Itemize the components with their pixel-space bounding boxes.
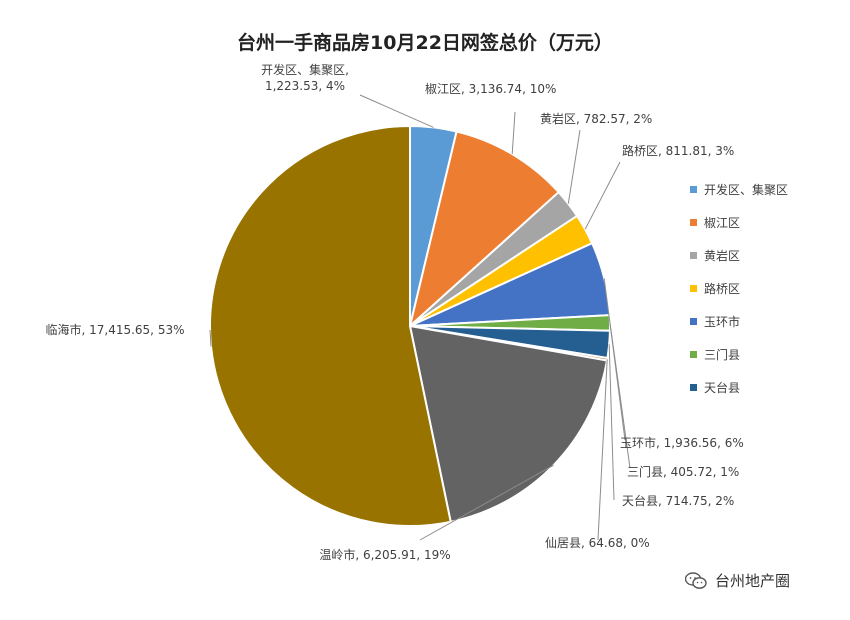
leader-line-3 xyxy=(584,161,621,230)
legend-entry-6: 天台县 xyxy=(690,381,800,395)
legend-label: 天台县 xyxy=(704,381,741,395)
legend-swatch xyxy=(690,252,697,259)
data-label-6: 天台县, 714.75, 2% xyxy=(622,493,734,508)
chart-title: 台州一手商品房10月22日网签总价（万元） xyxy=(237,32,613,54)
legend-label: 路桥区 xyxy=(704,282,741,296)
pie-slice-1 xyxy=(408,130,561,329)
legend: 开发区、集聚区 椒江区黄岩区路桥区玉环市三门县天台县 xyxy=(690,183,800,414)
leader-line-1 xyxy=(511,111,516,155)
pie-slices xyxy=(209,124,611,527)
leader-line-0 xyxy=(359,94,434,128)
data-label-9: 临海市, 17,415.65, 53% xyxy=(45,322,184,337)
legend-entry-4: 玉环市 xyxy=(690,315,800,329)
legend-entry-1: 椒江区 xyxy=(690,216,800,230)
legend-entry-0: 开发区、集聚区 xyxy=(690,183,800,197)
legend-swatch xyxy=(690,351,697,358)
leader-line-9 xyxy=(209,329,212,347)
wechat-icon xyxy=(685,571,707,589)
legend-entry-5: 三门县 xyxy=(690,348,800,362)
legend-swatch xyxy=(690,186,697,193)
watermark: 台州地产圈 xyxy=(685,570,790,591)
leader-line-7 xyxy=(597,359,608,541)
legend-label: 椒江区 xyxy=(704,216,741,230)
legend-label: 玉环市 xyxy=(704,315,741,329)
legend-entry-3: 路桥区 xyxy=(690,282,800,296)
data-label-3: 路桥区, 811.81, 3% xyxy=(622,143,734,158)
legend-label: 三门县 xyxy=(704,348,741,362)
watermark-text: 台州地产圈 xyxy=(715,572,791,590)
data-label-5: 三门县, 405.72, 1% xyxy=(627,464,739,479)
leader-line-2 xyxy=(567,129,581,204)
leader-line-8 xyxy=(419,464,554,541)
legend-swatch xyxy=(690,219,697,226)
leader-lines xyxy=(209,94,631,541)
legend-swatch xyxy=(690,318,697,325)
legend-label: 开发区、集聚区 xyxy=(704,183,789,197)
data-labels: 开发区、集聚区, 1,223.53, 4% 椒江区, 3,136.74, 10% 黄岩… xyxy=(45,62,743,562)
data-label-2: 黄岩区, 782.57, 2% xyxy=(540,111,652,126)
legend-swatch xyxy=(690,384,697,391)
leader-line-6 xyxy=(608,344,615,501)
data-label-0: 开发区、集聚区, 1,223.53, 4% xyxy=(261,62,349,93)
legend-label: 黄岩区 xyxy=(704,249,741,263)
legend-entry-2: 黄岩区 xyxy=(690,249,800,263)
data-label-8: 温岭市, 6,205.91, 19% xyxy=(319,547,450,562)
data-label-4: 玉环市, 1,936.56, 6% xyxy=(620,435,744,450)
data-label-1: 椒江区, 3,136.74, 10% xyxy=(425,82,556,96)
pie-slice-8 xyxy=(408,324,609,523)
data-label-7: 仙居县, 64.68, 0% xyxy=(545,536,650,550)
leader-line-5 xyxy=(609,322,631,469)
legend-swatch xyxy=(690,285,697,292)
